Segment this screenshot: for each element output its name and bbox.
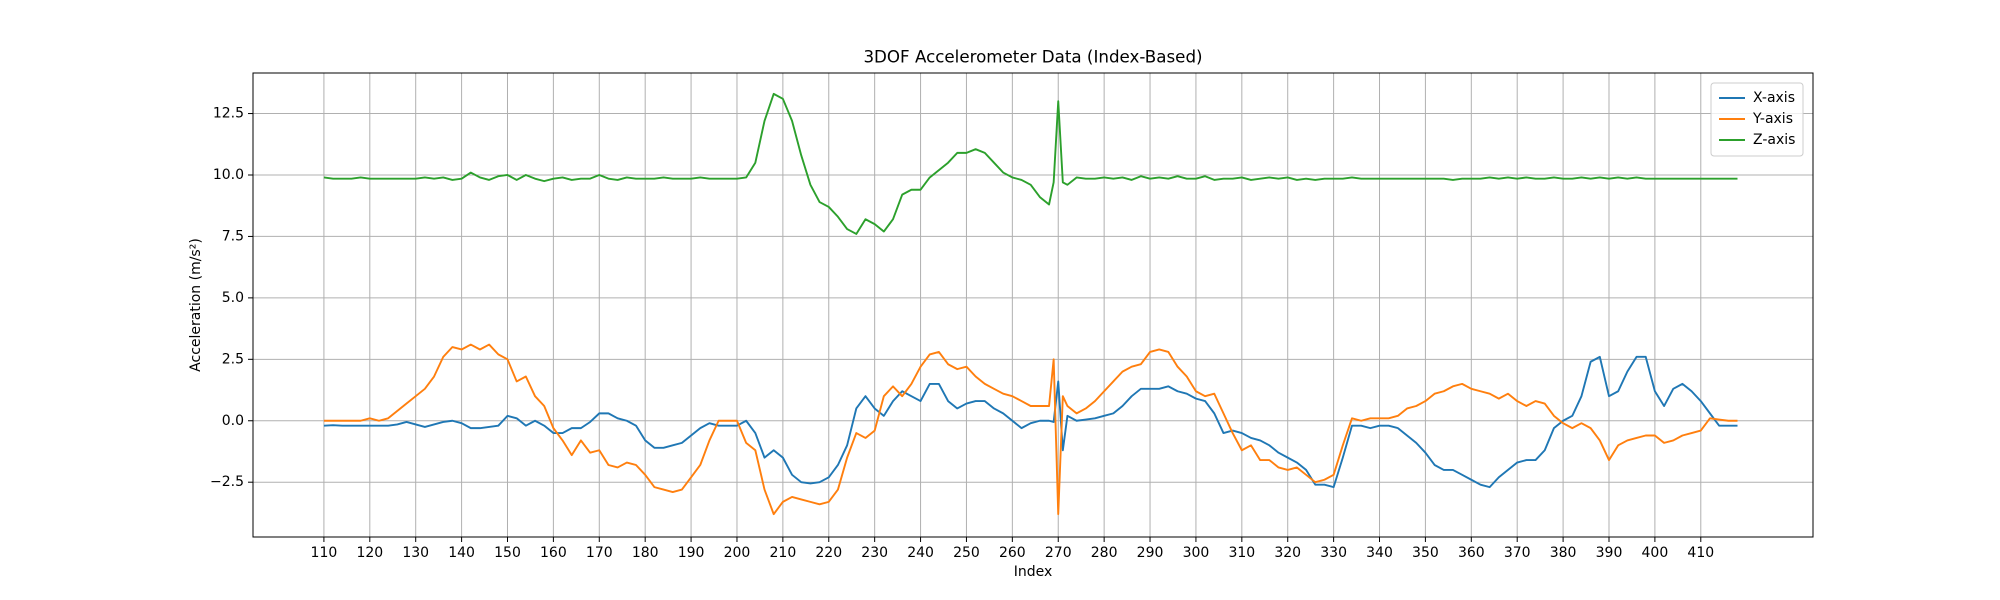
x-axis-label: Index [1014,564,1053,580]
x-tick-label: 400 [1642,545,1669,561]
legend-label: X-axis [1753,90,1795,106]
x-tick-label: 250 [953,545,980,561]
x-tick-label: 290 [1137,545,1164,561]
x-tick-label: 370 [1504,545,1531,561]
y-tick-label: 0.0 [222,413,244,429]
x-tick-label: 380 [1550,545,1577,561]
y-tick-label: 7.5 [222,228,244,244]
y-tick-label: 5.0 [222,290,244,306]
x-tick-label: 140 [448,545,475,561]
x-tick-label: 150 [494,545,521,561]
x-tick-label: 320 [1274,545,1301,561]
x-tick-label: 280 [1091,545,1118,561]
x-tick-label: 180 [632,545,659,561]
x-tick-label: 170 [586,545,613,561]
data-line [323,92,1738,235]
plot-frame [252,72,1814,538]
legend-label: Z-axis [1753,132,1795,148]
x-tick-label: 120 [356,545,383,561]
x-tick-label: 160 [540,545,567,561]
x-tick-label: 230 [861,545,888,561]
x-tick-label: 310 [1228,545,1255,561]
x-tick-label: 240 [907,545,934,561]
x-tick-label: 350 [1412,545,1439,561]
x-tick-label: 130 [402,545,429,561]
x-tick-label: 390 [1596,545,1623,561]
x-tick-label: 260 [999,545,1026,561]
x-tick-label: 330 [1320,545,1347,561]
x-tick-label: 110 [311,545,338,561]
x-tick-label: 340 [1366,545,1393,561]
y-tick-label: 10.0 [213,167,244,183]
y-tick-label: −2.5 [210,474,244,490]
x-tick-label: 410 [1687,545,1714,561]
data-line [323,355,1738,489]
y-tick-label: 2.5 [222,351,244,367]
x-tick-label: 190 [678,545,705,561]
x-tick-label: 220 [815,545,842,561]
x-tick-label: 360 [1458,545,1485,561]
y-tick-label: 12.5 [213,106,244,122]
x-tick-label: 200 [724,545,751,561]
x-tick-label: 300 [1183,545,1210,561]
data-line [323,343,1738,516]
legend-label: Y-axis [1752,111,1793,127]
chart-title: 3DOF Accelerometer Data (Index-Based) [863,47,1202,67]
legend-box [1710,82,1804,157]
y-axis-label: Acceleration (m/s²) [188,238,204,372]
x-tick-label: 270 [1045,545,1072,561]
x-tick-label: 210 [770,545,797,561]
